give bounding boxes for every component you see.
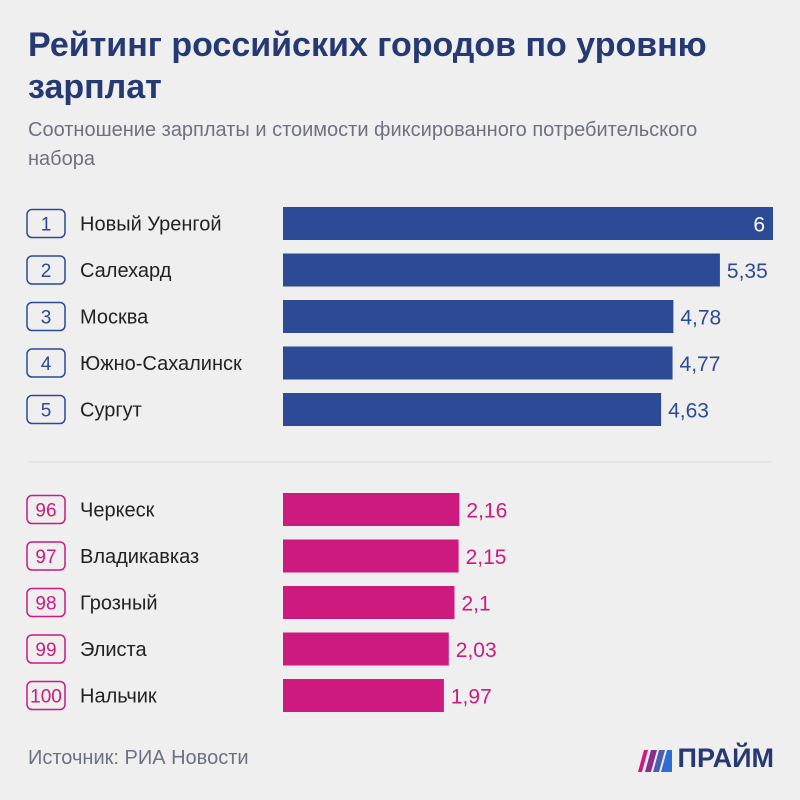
bar-chart: 1 Новый Уренгой 6 2 Салехард 5,35 3 Москва 4,78 4… — [26, 207, 773, 712]
rank-number: 99 — [35, 640, 56, 661]
value-label: 1,97 — [451, 686, 492, 709]
rank-number: 100 — [30, 687, 62, 708]
value-label: 2,1 — [462, 593, 491, 616]
praim-logo-text: ПРАЙМ — [677, 743, 774, 773]
bar — [283, 493, 460, 526]
source-note: Источник: РИА Новости — [28, 747, 249, 769]
city-name: Москва — [80, 307, 149, 329]
bar — [283, 632, 449, 666]
bar — [283, 346, 673, 380]
rank-box — [26, 587, 66, 618]
value-label: 5,35 — [727, 260, 768, 283]
rank-number: 4 — [41, 354, 52, 375]
value-label: 4,78 — [680, 307, 721, 330]
rank-box — [26, 255, 66, 285]
rank-number: 96 — [35, 501, 56, 522]
city-name: Салехард — [80, 260, 172, 282]
city-name: Элиста — [80, 639, 147, 661]
rank-box — [26, 494, 66, 525]
city-name: Новый Уренгой — [80, 214, 222, 236]
value-label: 4,63 — [668, 400, 709, 423]
rank-number: 3 — [41, 308, 52, 329]
value-label: 2,15 — [466, 546, 507, 569]
city-name: Южно-Сахалинск — [80, 353, 242, 375]
rank-number: 98 — [35, 594, 56, 615]
city-name: Нальчик — [80, 686, 157, 708]
bar — [283, 539, 459, 573]
city-name: Владикавказ — [80, 546, 199, 568]
chart-subtitle: Соотношение зарплаты и стоимости фиксиро… — [28, 119, 698, 170]
bar — [283, 253, 720, 287]
rank-box — [26, 634, 66, 664]
rank-number: 1 — [41, 215, 52, 236]
rank-box — [26, 394, 66, 425]
value-label: 4,77 — [680, 353, 721, 376]
bar — [283, 300, 674, 333]
city-name: Сургут — [80, 400, 142, 422]
value-label: 2,03 — [456, 639, 497, 662]
bar — [283, 586, 455, 619]
praim-logo: ПРАЙМ — [637, 743, 774, 774]
city-name: Черкеск — [80, 500, 155, 522]
rank-box — [26, 208, 66, 239]
rank-box — [26, 348, 66, 378]
bar — [283, 679, 444, 712]
chart-title: Рейтинг российских городов по уровню зар… — [28, 26, 707, 106]
city-name: Грозный — [80, 593, 158, 615]
bar — [283, 393, 662, 426]
rank-number: 2 — [41, 261, 52, 282]
value-label: 2,16 — [466, 500, 507, 523]
praim-logo-icon — [637, 749, 672, 772]
rank-number: 5 — [41, 401, 52, 422]
rank-box — [26, 301, 66, 332]
rank-number: 97 — [35, 547, 56, 568]
bar — [283, 207, 773, 240]
value-label: 6 — [753, 214, 765, 237]
rank-box — [26, 541, 66, 571]
rank-box — [26, 680, 66, 711]
